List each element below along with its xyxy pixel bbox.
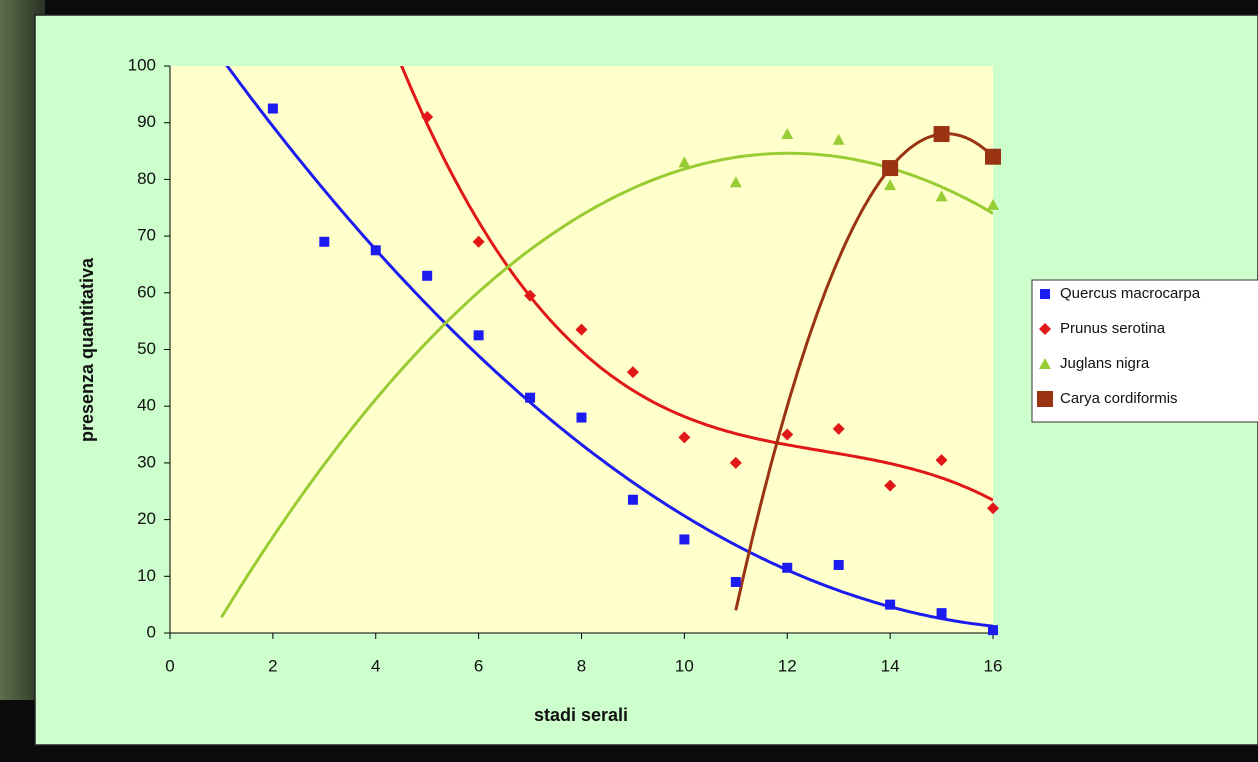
y-tick-label: 90 <box>137 112 156 131</box>
marker <box>885 600 895 610</box>
y-tick-label: 50 <box>137 339 156 358</box>
marker <box>371 245 381 255</box>
marker <box>731 577 741 587</box>
x-tick-label: 4 <box>371 656 380 675</box>
y-tick-label: 0 <box>147 622 156 641</box>
x-tick-label: 0 <box>165 656 174 675</box>
y-tick-label: 10 <box>137 566 156 585</box>
x-axis-label: stadi serali <box>534 705 628 725</box>
legend-label: Quercus macrocarpa <box>1060 285 1201 302</box>
legend-marker <box>1040 289 1050 299</box>
marker <box>937 608 947 618</box>
y-tick-label: 80 <box>137 169 156 188</box>
x-tick-label: 12 <box>778 656 797 675</box>
y-axis-label: presenza quantitativa <box>77 257 97 442</box>
marker <box>474 330 484 340</box>
marker <box>834 560 844 570</box>
y-tick-label: 30 <box>137 452 156 471</box>
y-tick-label: 70 <box>137 226 156 245</box>
marker <box>319 237 329 247</box>
y-tick-label: 100 <box>128 55 156 74</box>
y-tick-label: 20 <box>137 509 156 528</box>
x-tick-label: 8 <box>577 656 586 675</box>
x-tick-label: 10 <box>675 656 694 675</box>
marker <box>988 625 998 635</box>
legend-label: Prunus serotina <box>1060 320 1166 337</box>
x-tick-label: 6 <box>474 656 483 675</box>
legend-label: Juglans nigra <box>1060 355 1150 372</box>
marker <box>985 149 1001 165</box>
y-tick-label: 40 <box>137 396 156 415</box>
marker <box>268 104 278 114</box>
marker <box>422 271 432 281</box>
chart: stadi serali presenza quantitativa 01020… <box>0 0 1258 757</box>
page: {"chart_data": {"type": "scatter", "x_la… <box>0 0 1258 757</box>
x-tick-label: 16 <box>984 656 1003 675</box>
legend-label: Carya cordiformis <box>1060 390 1178 407</box>
marker <box>679 534 689 544</box>
marker <box>577 413 587 423</box>
x-tick-label: 2 <box>268 656 277 675</box>
marker <box>628 495 638 505</box>
y-tick-label: 60 <box>137 282 156 301</box>
x-tick-label: 14 <box>881 656 900 675</box>
marker <box>882 160 898 176</box>
marker <box>934 126 950 142</box>
legend-marker <box>1037 391 1053 407</box>
marker <box>782 563 792 573</box>
marker <box>525 393 535 403</box>
